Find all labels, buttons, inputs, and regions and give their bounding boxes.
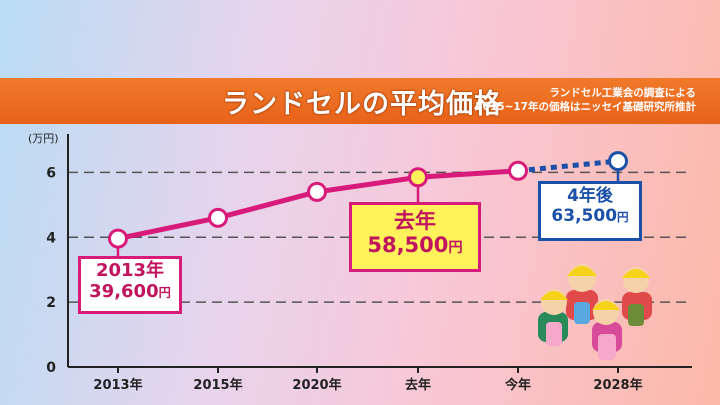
callout-2013-value: 39,600	[89, 280, 159, 302]
point-2015年	[208, 207, 228, 228]
forecast-line	[517, 158, 619, 174]
callout-2013-year: 2013年	[95, 260, 165, 281]
callout-2028: 4年後 63,500円	[538, 181, 642, 241]
callout-last-year: 去年 58,500円	[349, 202, 481, 272]
chart-title: ランドセルの平均価格	[222, 89, 502, 120]
x-tick-label-4: 今年	[504, 377, 531, 393]
callout-2013-yen: 円	[158, 285, 171, 300]
callout-2013: 2013年 39,600円	[78, 256, 182, 314]
callout-2028-label: 4年後	[567, 186, 613, 206]
source-note-line1: ランドセル工業会の調査による	[549, 87, 696, 99]
x-tick-label-3: 去年	[405, 377, 431, 393]
callout-2028-yen: 円	[617, 209, 629, 224]
x-tick-label-2: 2020年	[292, 377, 341, 393]
source-note-line2: 2015~17年の価格はニッセイ基礎研究所推計	[475, 101, 696, 113]
source-note: ランドセル工業会の調査による 2015~17年の価格はニッセイ基礎研究所推計	[475, 86, 696, 114]
child-3	[538, 289, 568, 346]
y-tick-label-6: 6	[46, 165, 56, 181]
y-tick-label-0: 0	[46, 360, 56, 376]
point-去年	[408, 167, 428, 188]
data-points	[108, 151, 628, 256]
x-tick-label-1: 2015年	[193, 377, 242, 393]
point-2020年	[307, 181, 327, 202]
y-axis-unit: (万円)	[28, 132, 59, 145]
children-illustration	[538, 264, 652, 360]
x-tick-label-0: 2013年	[93, 377, 142, 393]
point-今年	[508, 160, 528, 181]
child-2	[622, 267, 652, 326]
point-2013年	[108, 228, 128, 249]
callout-last-year-yen: 円	[448, 240, 463, 257]
y-tick-label-2: 2	[46, 295, 56, 311]
callout-last-year-label: 去年	[394, 209, 436, 233]
callout-2028-value: 63,500	[551, 205, 618, 226]
title-banner: ランドセルの平均価格 ランドセル工業会の調査による 2015~17年の価格はニッ…	[0, 78, 720, 124]
callout-last-year-value: 58,500	[367, 233, 449, 258]
y-tick-label-4: 4	[46, 230, 56, 246]
x-tick-label-5: 2028年	[593, 377, 642, 393]
child-1	[566, 264, 598, 324]
axes	[67, 134, 692, 373]
child-4	[592, 299, 622, 360]
point-forecast	[608, 151, 628, 172]
